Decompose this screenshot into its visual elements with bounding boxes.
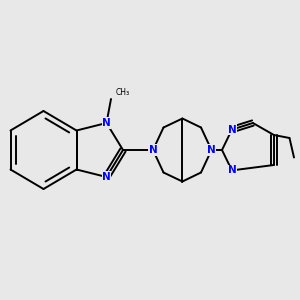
Text: CH₃: CH₃ bbox=[116, 88, 130, 97]
Text: N: N bbox=[102, 118, 111, 128]
Text: N: N bbox=[148, 145, 158, 155]
Text: N: N bbox=[102, 172, 111, 182]
Text: N: N bbox=[207, 145, 216, 155]
Text: N: N bbox=[227, 165, 236, 176]
Text: N: N bbox=[227, 124, 236, 135]
